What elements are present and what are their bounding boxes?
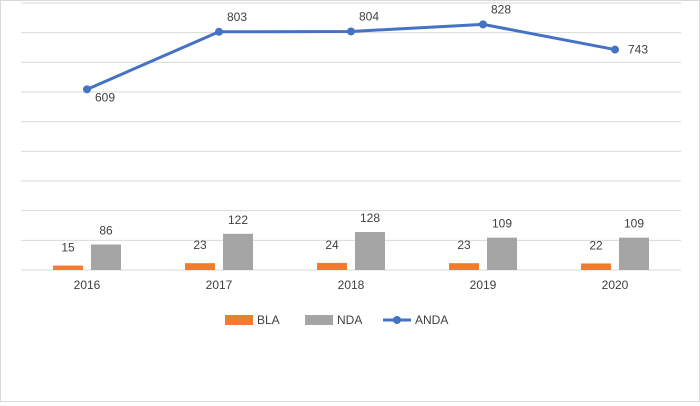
data-label: 803 — [227, 10, 247, 24]
bar-bla — [53, 265, 83, 270]
x-tick-label: 2020 — [602, 278, 629, 292]
legend-swatch-bla — [225, 315, 253, 325]
bar-nda — [487, 237, 517, 270]
data-label: 804 — [359, 9, 379, 23]
data-label: 609 — [95, 90, 115, 104]
bar-nda — [619, 237, 649, 270]
bar-bla — [317, 262, 347, 270]
data-label: 109 — [624, 217, 644, 231]
legend-swatch-nda — [305, 315, 333, 325]
data-label: 24 — [325, 238, 339, 252]
legend-label-bla: BLA — [257, 313, 280, 327]
x-tick-label: 2018 — [338, 278, 365, 292]
data-label: 23 — [193, 238, 207, 252]
marker-anda — [479, 20, 487, 29]
data-label: 128 — [360, 211, 380, 225]
bar-nda — [223, 233, 253, 270]
data-label: 23 — [457, 238, 471, 252]
data-label: 22 — [589, 238, 603, 252]
data-label: 109 — [492, 217, 512, 231]
marker-anda — [215, 27, 223, 36]
data-label: 122 — [228, 213, 248, 227]
data-label: 86 — [99, 223, 113, 237]
legend-label-nda: NDA — [337, 313, 362, 327]
marker-anda — [611, 45, 619, 54]
legend-marker-anda — [393, 316, 401, 324]
data-label: 743 — [628, 43, 648, 57]
bar-nda — [355, 232, 385, 270]
x-tick-label: 2016 — [74, 278, 101, 292]
marker-anda — [83, 85, 91, 94]
bar-nda — [91, 244, 121, 270]
x-tick-label: 2017 — [206, 278, 233, 292]
bar-bla — [185, 263, 215, 270]
bar-bla — [581, 263, 611, 270]
legend-label-anda: ANDA — [415, 313, 448, 327]
x-tick-label: 2019 — [470, 278, 497, 292]
bar-bla — [449, 263, 479, 270]
marker-anda — [347, 27, 355, 36]
data-label: 15 — [61, 241, 75, 255]
data-label: 828 — [491, 2, 511, 16]
